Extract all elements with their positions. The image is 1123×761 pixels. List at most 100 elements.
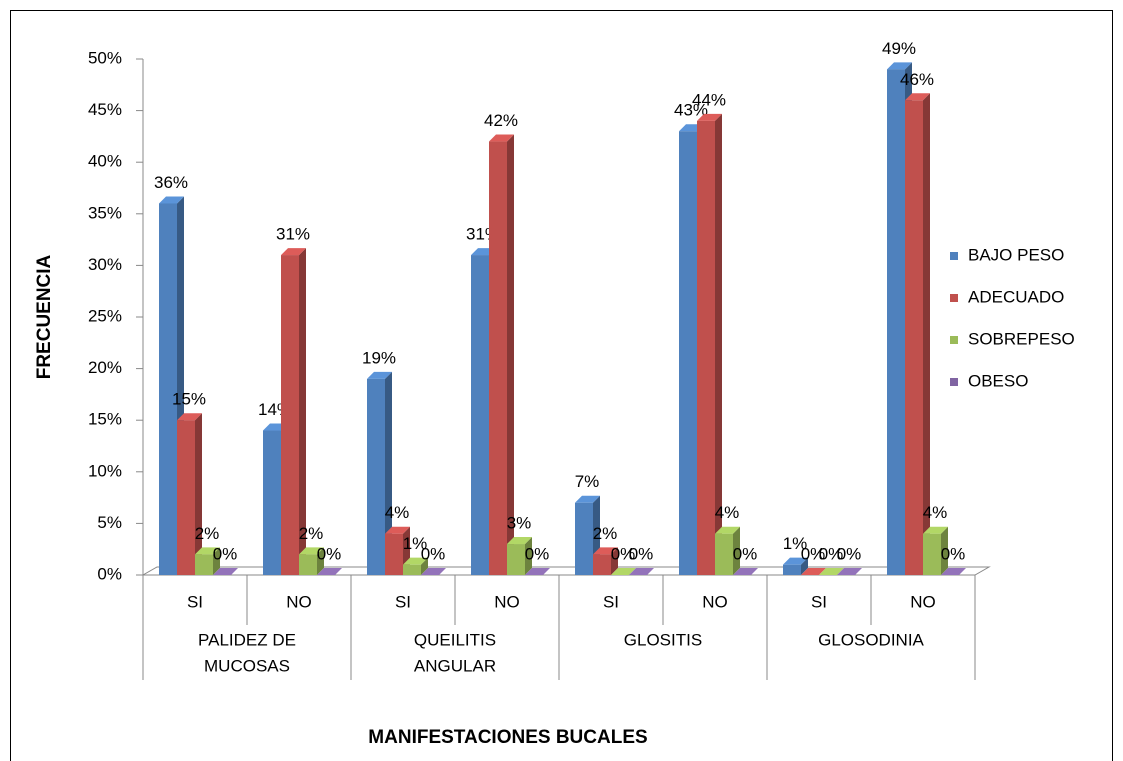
bar-side bbox=[213, 547, 220, 575]
bar-top bbox=[629, 568, 654, 575]
bar-top bbox=[593, 547, 618, 555]
bar-top bbox=[611, 568, 636, 575]
bar-top bbox=[281, 248, 306, 256]
data-label: 4% bbox=[923, 503, 948, 522]
bar bbox=[177, 420, 195, 575]
y-tick-label: 20% bbox=[88, 358, 122, 377]
data-label: 15% bbox=[172, 390, 206, 409]
bar-top bbox=[837, 568, 862, 575]
data-label: 0% bbox=[801, 544, 826, 563]
group-label: PALIDEZ DE bbox=[198, 630, 296, 649]
data-label: 2% bbox=[593, 524, 618, 543]
data-label: 4% bbox=[385, 503, 410, 522]
y-tick-label: 50% bbox=[88, 48, 122, 67]
data-label: 36% bbox=[154, 173, 188, 192]
legend-key bbox=[950, 294, 958, 302]
bar-side bbox=[525, 537, 532, 575]
bar-top bbox=[715, 526, 740, 534]
bar-top bbox=[403, 557, 428, 565]
x-tick-label: NO bbox=[702, 592, 728, 611]
data-label: 43% bbox=[674, 101, 708, 120]
x-tick-label: SI bbox=[603, 592, 619, 611]
bar-side bbox=[195, 413, 202, 575]
data-label: 0% bbox=[421, 544, 446, 563]
group-label: GLOSODINIA bbox=[818, 630, 924, 649]
y-tick-label: 15% bbox=[88, 410, 122, 429]
bar bbox=[159, 203, 177, 576]
group-label: ANGULAR bbox=[414, 656, 496, 675]
data-label: 0% bbox=[525, 544, 550, 563]
bar bbox=[471, 255, 489, 575]
bar-side bbox=[421, 557, 428, 575]
legend-label: ADECUADO bbox=[968, 287, 1064, 306]
bar-top bbox=[385, 526, 410, 534]
data-label: 42% bbox=[484, 111, 518, 130]
bar bbox=[263, 430, 281, 575]
x-tick-label: SI bbox=[811, 592, 827, 611]
bar-top bbox=[941, 568, 966, 575]
bar-top bbox=[367, 371, 392, 379]
bar bbox=[575, 502, 593, 575]
bar-top bbox=[905, 93, 930, 101]
data-label: 2% bbox=[299, 524, 324, 543]
bar bbox=[783, 564, 801, 575]
bar-top bbox=[159, 196, 184, 204]
data-label: 0% bbox=[629, 544, 654, 563]
bar-side bbox=[385, 371, 392, 575]
data-label: 1% bbox=[783, 534, 808, 553]
legend-key bbox=[950, 378, 958, 386]
bar-top bbox=[783, 557, 808, 565]
bar-top bbox=[819, 568, 844, 575]
legend-label: OBESO bbox=[968, 371, 1028, 390]
y-tick-label: 0% bbox=[97, 564, 122, 583]
data-label: 2% bbox=[195, 524, 220, 543]
bar-top bbox=[317, 568, 342, 575]
bar-top bbox=[489, 134, 514, 142]
data-label: 44% bbox=[692, 90, 726, 109]
data-label: 0% bbox=[213, 544, 238, 563]
x-tick-label: SI bbox=[395, 592, 411, 611]
y-tick-label: 40% bbox=[88, 152, 122, 171]
y-tick-label: 25% bbox=[88, 306, 122, 325]
bar bbox=[593, 554, 611, 575]
bar-side bbox=[507, 134, 514, 575]
bar-top bbox=[575, 495, 600, 503]
x-tick-label: NO bbox=[494, 592, 520, 611]
bar bbox=[507, 544, 525, 575]
bar-top bbox=[801, 568, 826, 575]
bar bbox=[489, 141, 507, 575]
bar-top bbox=[213, 568, 238, 575]
bar bbox=[923, 533, 941, 575]
bar bbox=[403, 564, 421, 575]
bar bbox=[679, 131, 697, 576]
data-label: 31% bbox=[276, 225, 310, 244]
y-axis-title: FRECUENCIA bbox=[34, 254, 55, 379]
data-label: 0% bbox=[733, 544, 758, 563]
bar bbox=[299, 554, 317, 575]
bar-side bbox=[923, 93, 930, 575]
data-label: 46% bbox=[900, 70, 934, 89]
legend-key bbox=[950, 252, 958, 260]
data-label: 7% bbox=[575, 472, 600, 491]
bar-top bbox=[697, 113, 722, 121]
legend-label: SOBREPESO bbox=[968, 329, 1075, 348]
bar bbox=[905, 100, 923, 575]
bar-side bbox=[733, 526, 740, 575]
bar-side bbox=[299, 248, 306, 575]
x-tick-label: SI bbox=[187, 592, 203, 611]
bar-side bbox=[715, 113, 722, 576]
x-axis-title: MANIFESTACIONES BUCALES bbox=[368, 727, 647, 748]
bar-side bbox=[317, 547, 324, 575]
group-label: MUCOSAS bbox=[204, 656, 290, 675]
bar bbox=[887, 69, 905, 575]
data-label: 0% bbox=[941, 544, 966, 563]
bar-top bbox=[177, 413, 202, 421]
data-label: 1% bbox=[403, 534, 428, 553]
bar bbox=[281, 255, 299, 575]
group-label: GLOSITIS bbox=[624, 630, 702, 649]
y-tick-label: 5% bbox=[97, 513, 122, 532]
bar-side bbox=[801, 557, 808, 575]
data-label: 0% bbox=[819, 544, 844, 563]
y-tick-label: 35% bbox=[88, 203, 122, 222]
